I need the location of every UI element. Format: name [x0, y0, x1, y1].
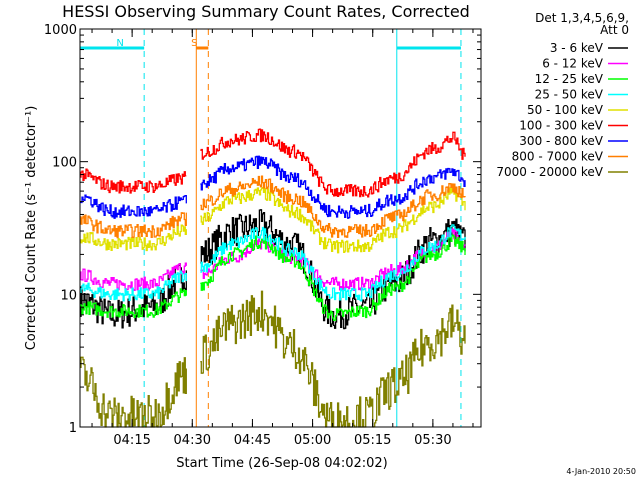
legend-entry-label: 7000 - 20000 keV	[496, 165, 603, 179]
chart-title: HESSI Observing Summary Count Rates, Cor…	[62, 2, 470, 21]
series-line	[80, 270, 187, 302]
series-line	[200, 128, 466, 198]
series-line	[200, 224, 466, 302]
y-axis-label: Corrected Count Rate (s⁻¹ detector⁻¹)	[24, 106, 39, 351]
series-line	[80, 168, 187, 194]
legend-entry-label: 3 - 6 keV	[550, 41, 604, 55]
footer-timestamp: 4-Jan-2010 20:50	[566, 467, 636, 476]
x-tick-label: 05:15	[354, 433, 391, 448]
legend-entry-label: 25 - 50 keV	[535, 88, 604, 102]
y-tick-label: 1000	[44, 23, 77, 38]
y-tick-label: 10	[60, 288, 77, 303]
series-line	[200, 234, 466, 322]
series-line	[80, 288, 187, 319]
legend: Det 1,3,4,5,6,9,Att 0 3 - 6 keV 6 - 12 keV…	[496, 11, 629, 179]
legend-entry-label: 12 - 25 keV	[535, 72, 604, 86]
series-line	[80, 224, 187, 252]
axis-ticks: 04:15 04:30 04:45 05:00 05:15 05:30 1 10 100 1000	[44, 23, 481, 448]
legend-entry-label: 100 - 300 keV	[519, 119, 603, 133]
legend-header: Det 1,3,4,5,6,9,	[535, 11, 629, 25]
series-line	[200, 155, 466, 219]
y-tick-label: 1	[69, 421, 77, 436]
legend-entry-label: 800 - 7000 keV	[512, 150, 604, 164]
x-tick-label: 05:30	[414, 433, 451, 448]
plot-area-frame	[79, 28, 482, 428]
series-line	[80, 212, 187, 239]
x-tick-label: 04:15	[113, 433, 150, 448]
legend-header: Att 0	[600, 23, 629, 37]
marker-label: N	[116, 38, 123, 49]
x-tick-label: 04:30	[174, 433, 211, 448]
legend-entry-label: 6 - 12 keV	[542, 57, 604, 71]
legend-entry-label: 50 - 100 keV	[527, 103, 604, 117]
series-line	[80, 356, 187, 428]
x-axis-label: Start Time (26-Sep-08 04:02:02)	[176, 456, 387, 471]
marker-label: S	[191, 38, 197, 49]
x-tick-label: 04:45	[234, 433, 271, 448]
series-lines	[80, 128, 466, 428]
series-line	[200, 290, 466, 428]
legend-entry-label: 300 - 800 keV	[519, 134, 603, 148]
x-tick-label: 05:00	[294, 433, 331, 448]
series-line	[200, 186, 466, 254]
y-tick-label: 100	[52, 156, 77, 171]
series-line	[200, 175, 466, 238]
series-line	[80, 194, 187, 219]
series-line	[200, 209, 466, 330]
